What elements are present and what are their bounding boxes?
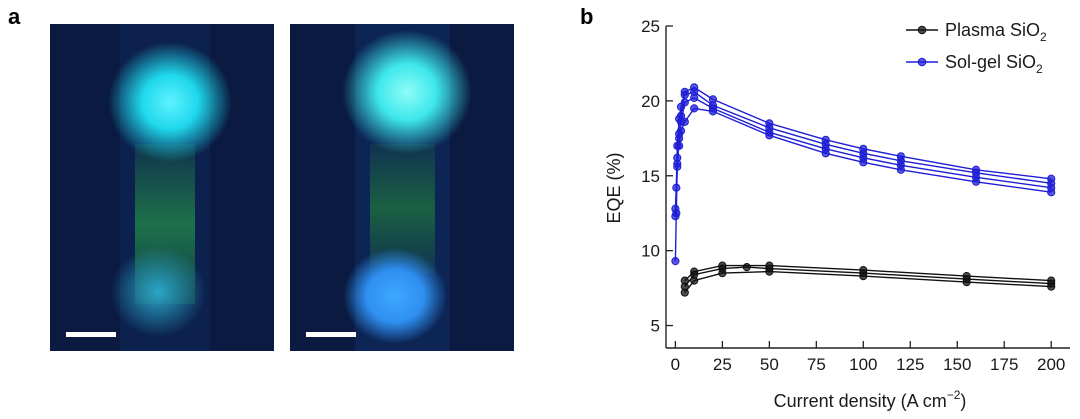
eqe-chart: 5 10 15 20 25 0 25 50 75 100 125 150 175 200 Plasma S…: [604, 17, 1070, 411]
data-point: [675, 141, 684, 150]
data-point: [708, 107, 718, 116]
micrograph-right-image: [290, 24, 514, 351]
micrograph-right: [290, 24, 514, 351]
x-tick-label: 25: [713, 355, 732, 374]
data-point: [673, 153, 682, 162]
data-point: [765, 267, 774, 276]
y-tick-label: 10: [641, 242, 660, 261]
micrograph-left: [50, 24, 274, 351]
data-point: [680, 117, 689, 126]
data-point: [690, 104, 699, 113]
data-point: [859, 272, 868, 281]
series-4: [673, 104, 1056, 197]
x-tick-label: 100: [849, 355, 877, 374]
x-tick-label: 0: [671, 355, 680, 374]
legend-label: Plasma SiO2: [945, 20, 1047, 44]
x-tick-label: 150: [943, 355, 971, 374]
data-point: [765, 131, 774, 140]
y-tick-label: 15: [641, 167, 660, 186]
series-line: [674, 91, 1052, 217]
data-point: [673, 162, 682, 171]
y-axis-label: EQE (%): [604, 152, 624, 223]
y-tick-label: 5: [651, 317, 660, 336]
panel-b-label: b: [580, 4, 594, 29]
data-point: [1047, 282, 1056, 291]
data-point: [1047, 188, 1056, 197]
panel-a-label: a: [8, 4, 21, 29]
series-1: [671, 83, 1056, 266]
data-point: [821, 149, 830, 158]
data-point: [718, 269, 727, 278]
scale-bar: [66, 332, 116, 337]
legend-marker: [917, 25, 927, 35]
x-axis-label: Current density (A cm−2): [774, 388, 967, 411]
data-point: [680, 90, 689, 99]
series-7: [680, 267, 1056, 297]
legend-marker: [917, 57, 927, 67]
x-tick-label: 75: [807, 355, 826, 374]
data-point: [962, 278, 971, 287]
data-point: [680, 288, 689, 297]
data-point: [680, 98, 689, 107]
x-tick-label: 125: [896, 355, 924, 374]
data-point: [971, 177, 981, 186]
data-point: [671, 212, 680, 221]
data-point: [896, 165, 905, 174]
x-tick-label: 175: [990, 355, 1018, 374]
scale-bar: [306, 332, 356, 337]
x-tick-label: 200: [1037, 355, 1065, 374]
x-tick-label: 50: [760, 355, 779, 374]
y-tick-label: 25: [641, 17, 660, 36]
chart-legend: Plasma SiO2 Sol-gel SiO2: [906, 20, 1047, 76]
legend-label: Sol-gel SiO2: [945, 52, 1043, 76]
data-point: [859, 158, 868, 167]
data-point: [690, 93, 699, 102]
micrograph-left-image: [50, 24, 274, 351]
data-point: [742, 263, 751, 272]
data-point: [690, 276, 699, 285]
chart-axes: 5 10 15 20 25 0 25 50 75 100 125 150 175 200: [641, 17, 1070, 374]
data-point: [676, 126, 686, 135]
data-point: [671, 204, 680, 213]
data-point: [671, 257, 680, 266]
y-tick-label: 20: [641, 92, 660, 111]
series-line: [684, 270, 1052, 294]
series-line: [684, 266, 1052, 288]
chart-series: [671, 83, 1056, 297]
